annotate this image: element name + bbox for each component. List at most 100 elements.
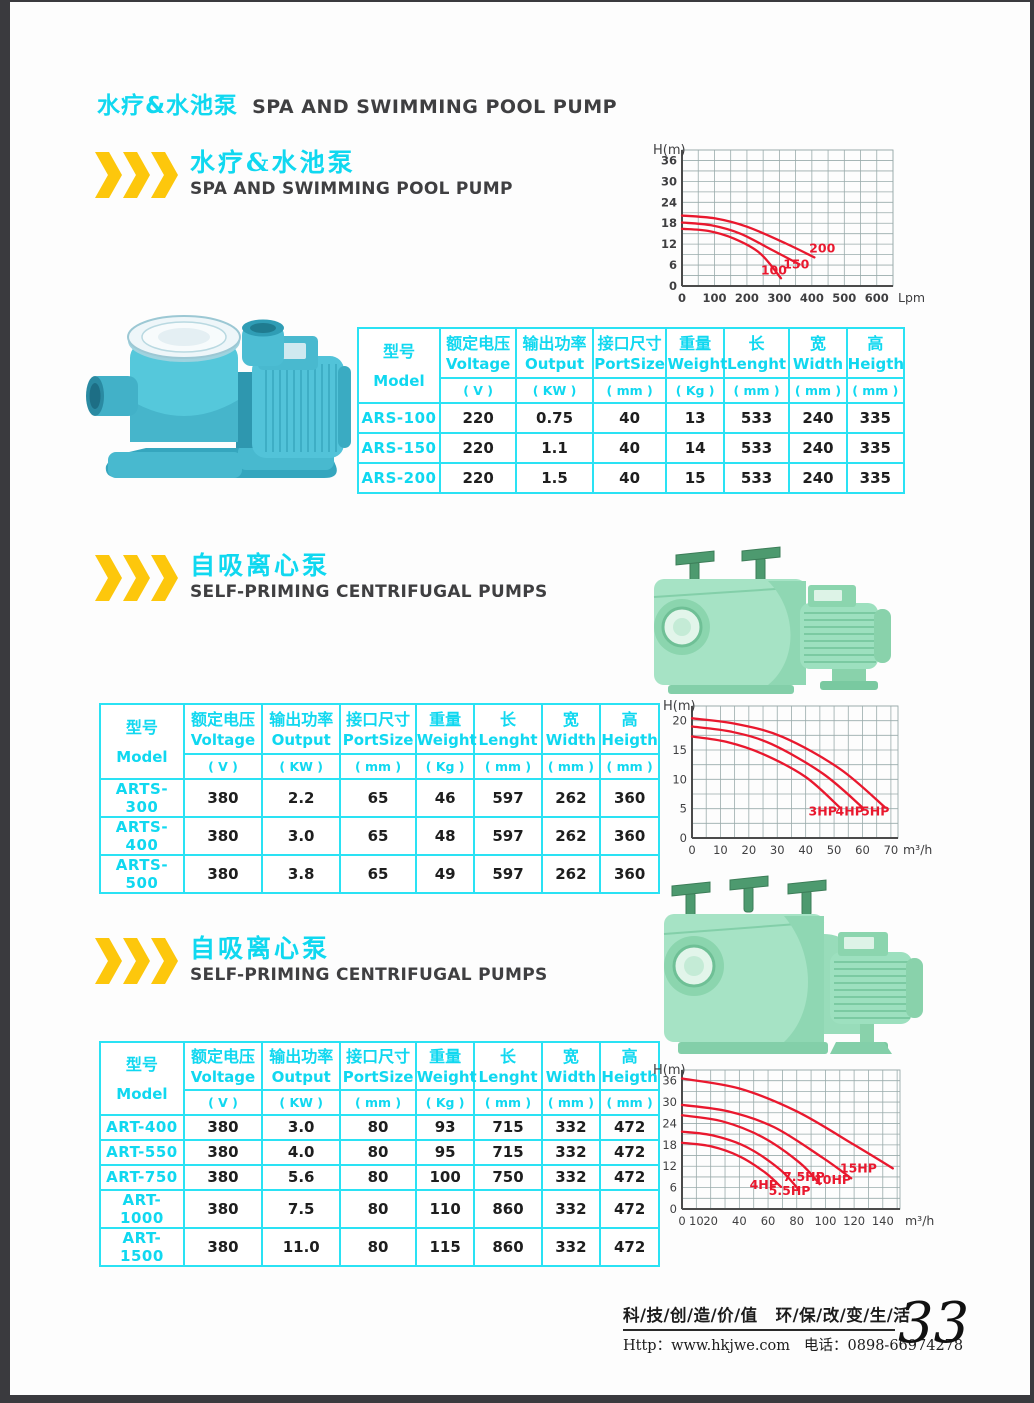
self-priming-pump-drawing [653,546,891,694]
value-cell: 3.0 [261,815,342,856]
footer-divider [623,1329,895,1331]
value-cell: 335 [845,401,906,434]
column-header: 型号 Model [357,327,441,404]
value-cell: 332 [540,1188,602,1229]
column-header: 输出功率 Output [261,1041,342,1091]
column-header: 宽 Width [540,1041,602,1091]
value-cell: 14 [665,431,725,464]
section-title-en: SPA AND SWIMMING POOL PUMP [190,179,513,200]
page-edge-left [0,0,10,1403]
x-axis-unit: Lpm [898,290,925,305]
chevron-arrows-icon [95,555,179,601]
chevron-arrows-icon [95,938,179,984]
section-title-en: SELF-PRIMING CENTRIFUGAL PUMPS [190,965,548,986]
model-cell: ARS-200 [357,461,441,494]
column-header: 长 Lenght [473,1041,543,1091]
footer-slogan: 科/技/创/造/价/值 环/保/改/变/生/活 [623,1302,910,1326]
pump-curve-5HP [690,717,887,809]
value-cell: 597 [473,815,543,856]
column-unit: ( mm ) [540,1088,602,1116]
model-cell: ART-1500 [99,1226,185,1267]
column-header: 高 Heigth [599,703,660,755]
y-tick-label: 24 [662,1116,677,1130]
value-cell: 380 [182,1226,264,1267]
table-row: ARTS-500 380 3.8 65 49 597 262 360 [99,853,660,894]
value-cell: 332 [540,1113,602,1141]
y-tick-label: 6 [670,1181,677,1195]
spa-pump-spec-table: 型号 Model 额定电压 Voltage 输出功率 Output 接口尺寸 PortSize… [357,327,906,494]
value-cell: 360 [599,853,660,894]
page-title-zh: 水疗&水池泵 [97,93,239,119]
column-unit: ( KW ) [261,752,342,780]
value-cell: 49 [414,853,476,894]
value-cell: 533 [722,461,791,494]
column-unit: ( Kg ) [665,376,725,404]
x-tick-label: 100 [702,291,726,305]
y-tick-label: 18 [661,216,677,230]
pump-curve-4HP [680,1141,783,1189]
x-tick-label: 100 [814,1214,836,1228]
value-cell: 262 [540,815,602,856]
column-unit: ( mm ) [473,1088,543,1116]
column-header: 宽 Width [788,327,848,379]
table-row: ARS-200 220 1.5 40 15 533 240 335 [357,461,906,494]
table-row: ART-1500 380 11.0 80 115 860 332 472 [99,1226,660,1267]
y-tick-label: 12 [661,237,677,251]
chevron-icon [151,555,178,601]
x-axis-unit: m³/h [905,1213,934,1228]
column-header: 接口尺寸 PortSize [591,327,668,379]
curve-label-15HP: 15HP [840,1161,877,1176]
column-header: 重量 Weight [414,703,477,755]
value-cell: 40 [591,461,668,494]
value-cell: 360 [599,777,660,818]
chevron-icon [95,938,122,984]
footer-website: Http：www.hkjwe.com [623,1338,791,1354]
column-header: 重量 Weight [414,1041,477,1091]
value-cell: 2.2 [261,777,342,818]
x-tick-label: 80 [789,1214,804,1228]
value-cell: 715 [473,1138,543,1166]
value-cell: 65 [339,777,417,818]
column-unit: ( V ) [182,752,264,780]
pump-curve-200 [680,214,816,259]
column-header: 接口尺寸 PortSize [339,1041,417,1091]
model-cell: ART-750 [99,1163,185,1191]
chevron-icon [151,152,178,198]
curve-label-4HP: 4HP [750,1177,778,1192]
pump-curve-3HP [690,735,841,809]
axes [681,150,893,287]
table-row: ARTS-300 380 2.2 65 46 597 262 360 [99,777,660,818]
value-cell: 472 [599,1188,660,1229]
column-header: 输出功率 Output [261,703,342,755]
self-priming-spec-table-2: 型号 Model 额定电压 Voltage 输出功率 Output 接口尺寸 PortSize… [99,1041,660,1267]
chevron-arrows-icon [95,152,179,198]
column-unit: ( KW ) [261,1088,342,1116]
section-heading-self-priming-1: 自吸离心泵 SELF-PRIMING CENTRIFUGAL PUMPS [95,552,548,603]
curve-label-5.5HP: 5.5HP [769,1183,811,1198]
x-tick-label: 120 [843,1214,865,1228]
y-tick-label: 5 [680,802,687,816]
column-unit: ( Kg ) [414,1088,476,1116]
value-cell: 48 [414,815,476,856]
y-tick-label: 20 [672,714,687,728]
pump-curve-100 [680,227,783,280]
curve-label-7.5HP: 7.5HP [783,1169,825,1184]
value-cell: 11.0 [261,1226,342,1267]
value-cell: 332 [540,1226,602,1267]
value-cell: 240 [788,401,848,434]
value-cell: 13 [665,401,725,434]
x-tick-label: 0 [678,1214,685,1228]
section-title-en: SELF-PRIMING CENTRIFUGAL PUMPS [190,582,548,603]
value-cell: 1.5 [515,461,594,494]
value-cell: 472 [599,1163,660,1191]
chevron-icon [123,938,150,984]
column-unit: ( mm ) [339,752,417,780]
value-cell: 15 [665,461,725,494]
x-tick-label: 140 [872,1214,894,1228]
x-tick-label: 60 [761,1214,776,1228]
value-cell: 860 [473,1226,543,1267]
value-cell: 220 [438,401,518,434]
column-header: 额定电压 Voltage [182,703,264,755]
table-row: ART-400 380 3.0 80 93 715 332 472 [99,1113,660,1141]
